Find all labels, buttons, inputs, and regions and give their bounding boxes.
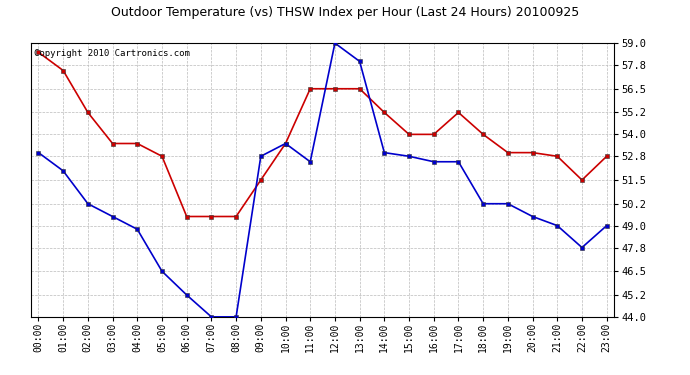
Text: Outdoor Temperature (vs) THSW Index per Hour (Last 24 Hours) 20100925: Outdoor Temperature (vs) THSW Index per … [111,6,579,19]
Text: Copyright 2010 Cartronics.com: Copyright 2010 Cartronics.com [34,49,190,58]
